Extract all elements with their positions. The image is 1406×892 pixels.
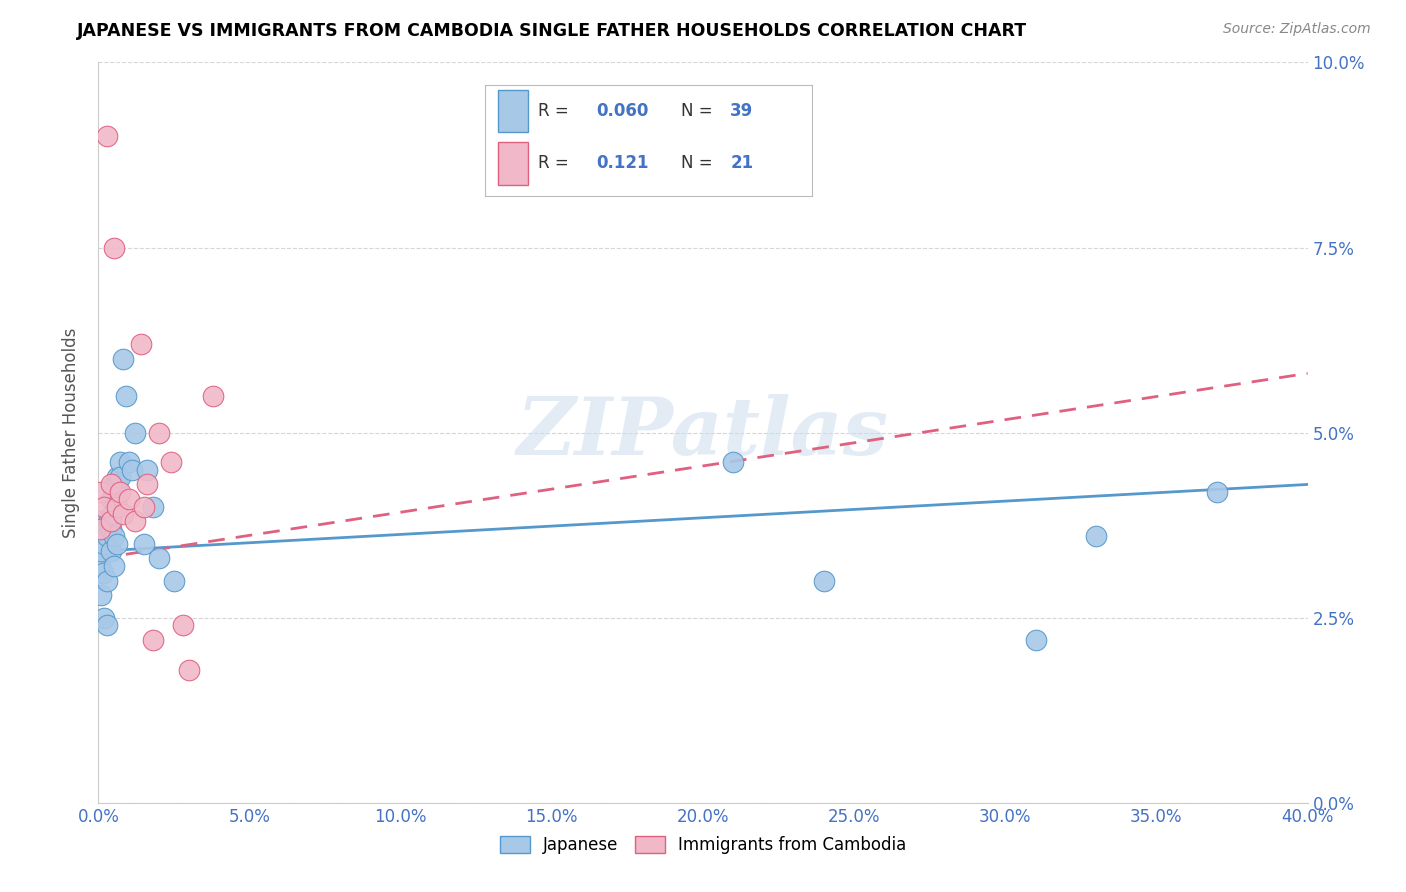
Point bbox=[179, 663, 201, 677]
Point bbox=[142, 500, 165, 514]
Point bbox=[202, 388, 225, 402]
Point bbox=[1085, 529, 1108, 543]
Point bbox=[723, 455, 745, 469]
Point bbox=[90, 515, 112, 529]
Point bbox=[103, 529, 125, 543]
Point bbox=[90, 544, 112, 558]
Point bbox=[100, 477, 122, 491]
Point bbox=[121, 462, 143, 476]
Point bbox=[813, 574, 835, 588]
Point bbox=[132, 500, 155, 514]
Point bbox=[93, 500, 115, 514]
Point bbox=[1024, 632, 1046, 647]
Point bbox=[135, 462, 157, 476]
Point bbox=[111, 507, 134, 521]
Point bbox=[103, 477, 125, 491]
Point bbox=[105, 500, 128, 514]
Point bbox=[93, 536, 115, 550]
Point bbox=[105, 536, 128, 550]
Point bbox=[148, 425, 170, 440]
Legend: Japanese, Immigrants from Cambodia: Japanese, Immigrants from Cambodia bbox=[494, 830, 912, 861]
Point bbox=[96, 129, 118, 144]
Point bbox=[105, 470, 128, 484]
Point bbox=[90, 589, 112, 603]
Point bbox=[103, 558, 125, 573]
Point bbox=[105, 477, 128, 491]
Point bbox=[103, 240, 125, 255]
Point bbox=[96, 574, 118, 588]
Point bbox=[96, 529, 118, 543]
Point bbox=[172, 618, 194, 632]
Point bbox=[124, 515, 146, 529]
Point bbox=[89, 558, 111, 573]
Point bbox=[89, 522, 111, 536]
Point bbox=[118, 455, 141, 469]
Point bbox=[101, 507, 124, 521]
Point bbox=[114, 388, 136, 402]
Point bbox=[124, 425, 146, 440]
Point bbox=[96, 618, 118, 632]
Point bbox=[100, 544, 122, 558]
Point bbox=[108, 484, 131, 499]
Point bbox=[100, 492, 122, 507]
Point bbox=[111, 351, 134, 366]
Point bbox=[129, 336, 152, 351]
Point bbox=[100, 515, 122, 529]
Point bbox=[108, 455, 131, 469]
Point bbox=[98, 515, 121, 529]
Point bbox=[108, 470, 131, 484]
Point bbox=[91, 566, 114, 581]
Text: Source: ZipAtlas.com: Source: ZipAtlas.com bbox=[1223, 22, 1371, 37]
Point bbox=[118, 492, 141, 507]
Point bbox=[160, 455, 183, 469]
Point bbox=[93, 610, 115, 624]
Text: ZIPatlas: ZIPatlas bbox=[517, 394, 889, 471]
Point bbox=[132, 536, 155, 550]
Point bbox=[142, 632, 165, 647]
Y-axis label: Single Father Households: Single Father Households bbox=[62, 327, 80, 538]
Text: JAPANESE VS IMMIGRANTS FROM CAMBODIA SINGLE FATHER HOUSEHOLDS CORRELATION CHART: JAPANESE VS IMMIGRANTS FROM CAMBODIA SIN… bbox=[77, 22, 1028, 40]
Point bbox=[100, 522, 122, 536]
Point bbox=[90, 484, 112, 499]
Point bbox=[148, 551, 170, 566]
Point bbox=[94, 522, 117, 536]
Point bbox=[135, 477, 157, 491]
Point bbox=[1206, 484, 1229, 499]
Point bbox=[163, 574, 186, 588]
